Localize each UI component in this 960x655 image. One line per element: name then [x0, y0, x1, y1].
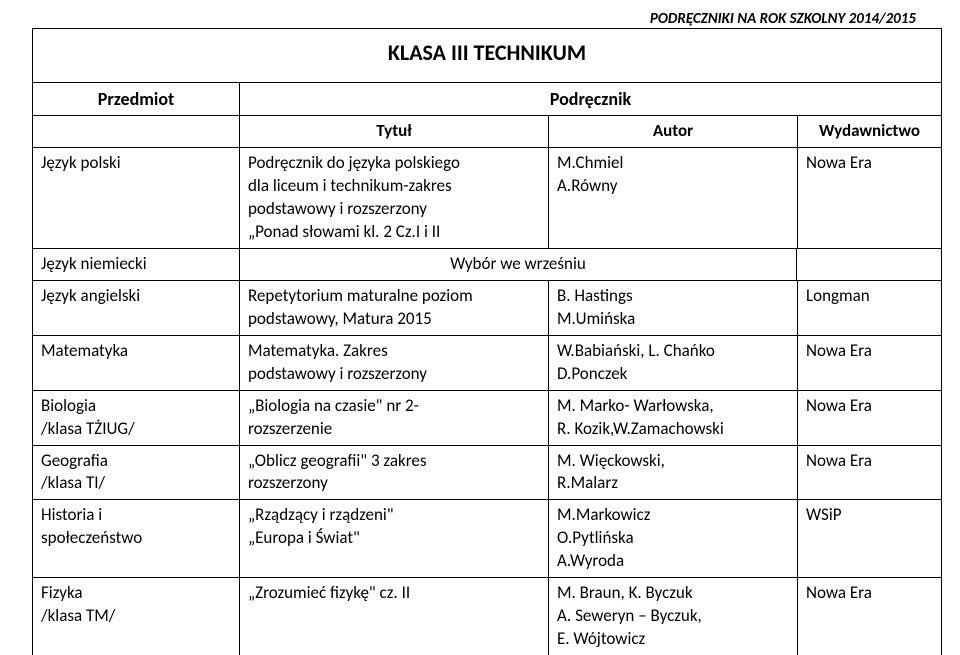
page-header: PODRĘCZNIKI NA ROK SZKOLNY 2014/2015: [0, 0, 960, 28]
text-line: podstawowy i rozszerzony: [248, 363, 540, 386]
table: KLASA III TECHNIKUM Przedmiot Podręcznik…: [32, 28, 942, 655]
publisher-cell: Nowa Era: [798, 336, 941, 390]
table-row: Biologia /klasa TŻIUG/ „Biologia na czas…: [33, 391, 941, 446]
text-line: podstawowy, Matura 2015: [248, 308, 540, 331]
table-row: Język niemiecki Wybór we wrześniu: [33, 249, 941, 281]
title-cell: Repetytorium maturalne poziom podstawowy…: [240, 281, 549, 335]
text-line: „Rządzący i rządzeni": [248, 504, 540, 527]
col-subject-head: Przedmiot: [33, 83, 240, 115]
title-cell: „Rządzący i rządzeni" „Europa i Świat": [240, 500, 549, 577]
merged-cell: Wybór we wrześniu: [240, 249, 797, 280]
table-row: Język polski Podręcznik do języka polski…: [33, 148, 941, 249]
text-line: /klasa TŻIUG/: [41, 418, 231, 441]
col-book-head: Podręcznik: [240, 83, 941, 115]
subject-cell: Język angielski: [33, 281, 240, 335]
text-line: M. Braun, K. Byczuk: [557, 582, 789, 605]
table-row: Fizyka /klasa TM/ „Zrozumieć fizykę" cz.…: [33, 578, 941, 655]
text-line: A. Seweryn – Byczuk,: [557, 605, 789, 628]
title-cell: Podręcznik do języka polskiego dla liceu…: [240, 148, 549, 248]
col-author-head: Autor: [549, 116, 798, 147]
subject-cell: Fizyka /klasa TM/: [33, 578, 240, 655]
title-cell: „Zrozumieć fizykę" cz. II: [240, 578, 549, 655]
text-line: M.Umińska: [557, 308, 789, 331]
text-line: „Ponad słowami kl. 2 Cz.I i II: [248, 221, 540, 244]
text-line: Geografia: [41, 450, 231, 473]
title-cell: „Oblicz geografii" 3 zakres rozszerzony: [240, 446, 549, 500]
text-line: Historia i: [41, 504, 231, 527]
text-line: M.Markowicz: [557, 504, 789, 527]
blank-cell: [33, 116, 240, 147]
subject-cell: Matematyka: [33, 336, 240, 390]
text-line: D.Ponczek: [557, 363, 789, 386]
title-cell: Matematyka. Zakres podstawowy i rozszerz…: [240, 336, 549, 390]
text-line: O.Pytlińska: [557, 527, 789, 550]
title-cell: „Biologia na czasie" nr 2- rozszerzenie: [240, 391, 549, 445]
subject-cell: Język polski: [33, 148, 240, 248]
text-line: M.Chmiel: [557, 152, 789, 175]
subject-cell: Historia i społeczeństwo: [33, 500, 240, 577]
text-line: rozszerzenie: [248, 418, 540, 441]
author-cell: B. Hastings M.Umińska: [549, 281, 798, 335]
text-line: W.Babiański, L. Chańko: [557, 340, 789, 363]
text-line: „Oblicz geografii" 3 zakres: [248, 450, 540, 473]
text-line: R.Malarz: [557, 472, 789, 495]
text-line: „Zrozumieć fizykę" cz. II: [248, 582, 540, 605]
text-line: rozszerzony: [248, 472, 540, 495]
author-cell: W.Babiański, L. Chańko D.Ponczek: [549, 336, 798, 390]
text-line: dla liceum i technikum-zakres: [248, 175, 540, 198]
text-line: „Biologia na czasie" nr 2-: [248, 395, 540, 418]
text-line: B. Hastings: [557, 285, 789, 308]
text-line: podstawowy i rozszerzony: [248, 198, 540, 221]
head-row-1: Przedmiot Podręcznik: [33, 83, 941, 116]
text-line: Repetytorium maturalne poziom: [248, 285, 540, 308]
text-line: Matematyka. Zakres: [248, 340, 540, 363]
text-line: „Europa i Świat": [248, 527, 540, 550]
publisher-cell: Nowa Era: [798, 446, 941, 500]
col-publisher-head: Wydawnictwo: [798, 116, 941, 147]
text-line: Fizyka: [41, 582, 231, 605]
author-cell: M. Braun, K. Byczuk A. Seweryn – Byczuk,…: [549, 578, 798, 655]
table-title: KLASA III TECHNIKUM: [33, 29, 941, 83]
text-line: /klasa TI/: [41, 472, 231, 495]
publisher-cell: Nowa Era: [798, 391, 941, 445]
text-line: Biologia: [41, 395, 231, 418]
table-row: Geografia /klasa TI/ „Oblicz geografii" …: [33, 446, 941, 501]
table-row: Historia i społeczeństwo „Rządzący i rzą…: [33, 500, 941, 578]
author-cell: M.Chmiel A.Równy: [549, 148, 798, 248]
text-line: R. Kozik,W.Zamachowski: [557, 418, 789, 441]
text-line: M. Więckowski,: [557, 450, 789, 473]
text-line: społeczeństwo: [41, 527, 231, 550]
publisher-cell: Nowa Era: [798, 578, 941, 655]
text-line: /klasa TM/: [41, 605, 231, 628]
subject-cell: Język niemiecki: [33, 249, 240, 280]
head-row-2: Tytuł Autor Wydawnictwo: [33, 116, 941, 148]
text-line: E. Wójtowicz: [557, 628, 789, 651]
col-title-head: Tytuł: [240, 116, 549, 147]
publisher-cell: [797, 249, 941, 280]
subject-cell: Geografia /klasa TI/: [33, 446, 240, 500]
table-row: Język angielski Repetytorium maturalne p…: [33, 281, 941, 336]
author-cell: M.Markowicz O.Pytlińska A.Wyroda: [549, 500, 798, 577]
text-line: A.Równy: [557, 175, 789, 198]
table-row: Matematyka Matematyka. Zakres podstawowy…: [33, 336, 941, 391]
author-cell: M. Więckowski, R.Malarz: [549, 446, 798, 500]
publisher-cell: Longman: [798, 281, 941, 335]
subject-cell: Biologia /klasa TŻIUG/: [33, 391, 240, 445]
author-cell: M. Marko- Warłowska, R. Kozik,W.Zamachow…: [549, 391, 798, 445]
text-line: Podręcznik do języka polskiego: [248, 152, 540, 175]
text-line: M. Marko- Warłowska,: [557, 395, 789, 418]
publisher-cell: Nowa Era: [798, 148, 941, 248]
publisher-cell: WSiP: [798, 500, 941, 577]
text-line: A.Wyroda: [557, 550, 789, 573]
